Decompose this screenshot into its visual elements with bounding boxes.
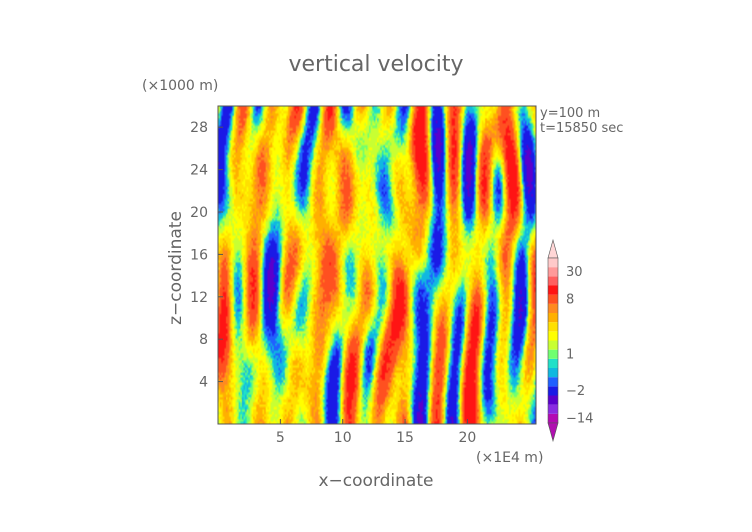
colorbar-swatch	[548, 285, 558, 295]
colorbar-label-30: 30	[566, 265, 583, 280]
chart-title: vertical velocity	[288, 52, 463, 77]
x-tick-label: 5	[276, 430, 285, 446]
colorbar-swatch	[548, 413, 558, 423]
x-axis-unit: (×1E4 m)	[476, 450, 543, 466]
colorbar-label-8: 8	[566, 292, 574, 307]
colorbar-swatch	[548, 258, 558, 268]
colorbar-swatch	[548, 404, 558, 414]
x-tick-label: 15	[396, 430, 414, 446]
y-axis-unit: (×1000 m)	[142, 78, 218, 94]
colorbar-swatch	[548, 303, 558, 313]
y-axis-label: z−coordinate	[166, 211, 186, 325]
info-line-1: y=100 m	[540, 106, 600, 121]
y-tick-label: 4	[199, 375, 208, 391]
colorbar-label-1: 1	[566, 347, 574, 362]
heatmap-field	[218, 106, 536, 424]
colorbar-swatch	[548, 386, 558, 396]
y-tick-label: 16	[190, 247, 208, 263]
colorbar-swatch	[548, 313, 558, 323]
info-line-2: t=15850 sec	[540, 121, 623, 136]
y-tick-label: 24	[190, 163, 208, 179]
colorbar-label-minus2: −2	[566, 384, 585, 399]
colorbar-swatch	[548, 267, 558, 277]
y-axis-ticks: 4 8 12 16 20 24 28	[190, 120, 223, 391]
colorbar-labels: 30 8 1 −2 −14	[566, 265, 593, 427]
x-tick-label: 10	[334, 430, 352, 446]
colorbar-swatch	[548, 349, 558, 359]
plot-frame	[217, 105, 537, 425]
colorbar-swatch	[548, 276, 558, 286]
colorbar-swatch	[548, 395, 558, 405]
colorbar	[547, 238, 559, 443]
y-tick-label: 12	[190, 290, 208, 306]
colorbar-swatch	[548, 322, 558, 332]
x-axis-label: x−coordinate	[319, 471, 434, 491]
colorbar-swatch	[548, 358, 558, 368]
colorbar-swatch	[548, 294, 558, 304]
x-axis-ticks: 5 10 15 20	[276, 419, 476, 446]
y-tick-label: 8	[199, 332, 208, 348]
x-tick-label: 20	[458, 430, 476, 446]
colorbar-swatch	[548, 368, 558, 378]
colorbar-swatch	[548, 331, 558, 341]
colorbar-label-minus14: −14	[566, 411, 593, 426]
heatmap-image	[218, 106, 536, 424]
y-tick-label: 28	[190, 120, 208, 136]
colorbar-swatch	[548, 340, 558, 350]
colorbar-under-triangle	[547, 422, 559, 443]
colorbar-swatch	[548, 377, 558, 387]
y-tick-label: 20	[190, 205, 208, 221]
colorbar-over-triangle	[547, 238, 559, 259]
